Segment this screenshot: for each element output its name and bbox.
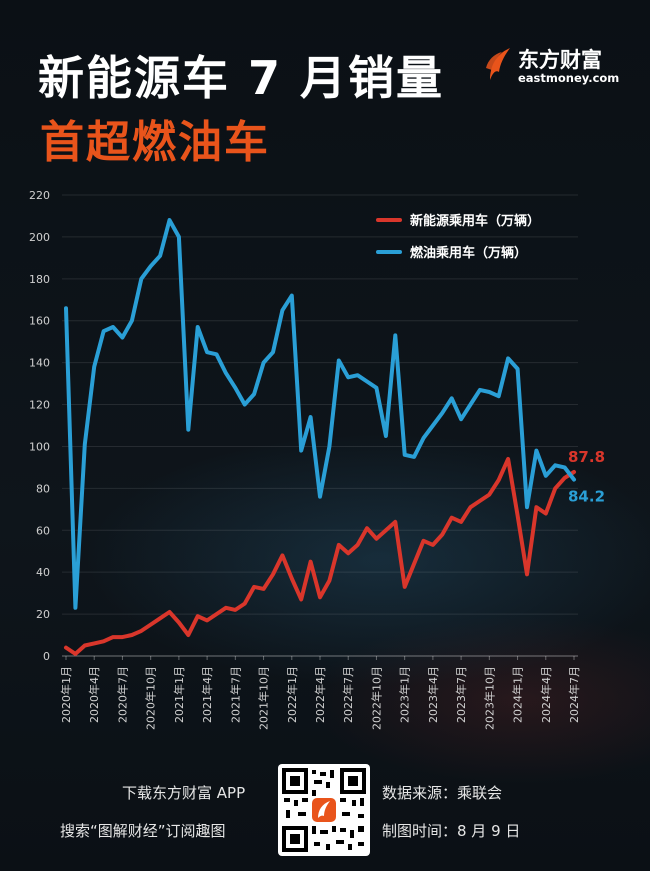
sales-line-chart: 0 20 40 60 80 100 120 140 160 180 200 220 2020年1月 202…: [29, 189, 605, 730]
legend-label: 燃油乘用车（万辆）: [410, 245, 527, 261]
y-tick-label: 200: [29, 231, 50, 244]
x-tick-label: 2021年10月: [257, 666, 271, 730]
x-tick-label: 2021年7月: [228, 666, 242, 723]
y-tick-label: 180: [29, 273, 50, 286]
logo-name-cn: 东方财富: [518, 48, 602, 72]
series-line-nev: [64, 457, 576, 656]
y-tick-label: 140: [29, 357, 50, 370]
x-tick-label: 2021年4月: [200, 666, 214, 723]
x-tick-label: 2022年4月: [313, 666, 327, 723]
x-tick-label: 2022年7月: [341, 666, 355, 723]
y-tick-label: 80: [36, 482, 50, 495]
x-tick-label: 2020年10月: [144, 666, 158, 730]
x-tick-label: 2024年7月: [567, 666, 581, 723]
x-tick-label: 2023年7月: [454, 666, 468, 723]
x-tick-label: 2023年10月: [482, 666, 496, 730]
y-tick-label: 60: [36, 524, 50, 537]
x-tick-label: 2022年10月: [369, 666, 383, 730]
x-tick-label: 2023年4月: [426, 666, 440, 723]
x-tick-label: 2024年1月: [511, 666, 525, 723]
x-tick-label: 2020年4月: [87, 666, 101, 723]
page-subtitle: 首超燃油车: [40, 117, 270, 168]
end-value-label: 84.2: [568, 488, 605, 506]
y-tick-label: 220: [29, 189, 50, 202]
x-tick-label: 2024年4月: [539, 666, 553, 723]
x-tick-label: 2023年1月: [398, 666, 412, 723]
x-tick-label: 2020年7月: [115, 666, 129, 723]
y-tick-label: 20: [36, 608, 50, 621]
qr-code[interactable]: [278, 764, 370, 856]
x-tick-label: 2022年1月: [285, 666, 299, 723]
qr-code-icon: [282, 768, 366, 852]
page-title: 新能源车 7 月销量: [38, 51, 445, 105]
y-tick-label: 100: [29, 440, 50, 453]
y-tick-label: 0: [43, 650, 50, 663]
end-value-label: 87.8: [568, 448, 605, 466]
chart-date-text: 制图时间：8 月 9 日: [382, 822, 521, 840]
eastmoney-logo: 东方财富 eastmoney.com: [484, 44, 624, 88]
download-app-text: 下载东方财富 APP: [122, 784, 246, 802]
subscribe-text: 搜索“图解财经”订阅趣图: [60, 822, 226, 840]
data-source-text: 数据来源：乘联会: [382, 784, 503, 802]
x-tick-label: 2021年1月: [172, 666, 186, 723]
legend-label: 新能源乘用车（万辆）: [410, 213, 540, 229]
y-tick-label: 40: [36, 566, 50, 579]
y-tick-label: 120: [29, 399, 50, 412]
x-tick-label: 2020年1月: [59, 666, 73, 723]
y-tick-label: 160: [29, 315, 50, 328]
logo-name-en: eastmoney.com: [518, 71, 620, 85]
series-line-fuel: [64, 218, 576, 610]
logo-mark-icon: [486, 48, 510, 80]
